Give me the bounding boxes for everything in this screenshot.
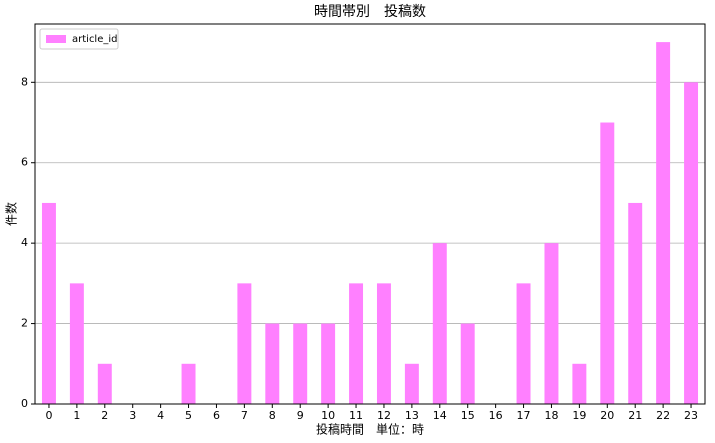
x-tick-label: 23 <box>684 409 698 422</box>
y-tick-label: 0 <box>21 397 28 410</box>
x-tick-label: 17 <box>517 409 531 422</box>
bar <box>656 42 671 404</box>
x-tick-label: 16 <box>489 409 503 422</box>
y-tick-label: 8 <box>21 75 28 88</box>
y-tick-label: 2 <box>21 317 28 330</box>
x-axis-label: 投稿時間 単位：時 <box>316 422 424 437</box>
x-tick-label: 12 <box>377 409 391 422</box>
plot-frame <box>34 23 706 405</box>
y-tick-label: 6 <box>21 156 28 169</box>
bar <box>321 323 336 404</box>
bar <box>41 202 56 404</box>
x-tick-label: 7 <box>241 409 248 422</box>
x-tick-label: 6 <box>213 409 220 422</box>
x-tick-label: 13 <box>405 409 419 422</box>
bar <box>97 363 112 404</box>
x-tick-label: 0 <box>45 409 52 422</box>
legend-box <box>39 28 119 50</box>
bar <box>181 363 196 404</box>
x-tick-label: 14 <box>433 409 447 422</box>
bar <box>516 283 531 404</box>
x-tick-label: 10 <box>321 409 335 422</box>
legend-label: article_id <box>72 34 118 45</box>
x-tick-label: 8 <box>269 409 276 422</box>
bar <box>265 323 280 404</box>
x-tick-label: 5 <box>185 409 192 422</box>
x-tick-label: 11 <box>349 409 363 422</box>
x-tick-label: 15 <box>461 409 475 422</box>
bar <box>376 283 391 404</box>
x-tick-label: 20 <box>600 409 614 422</box>
x-tick-label: 3 <box>129 409 136 422</box>
bar <box>237 283 252 404</box>
bar <box>69 283 84 404</box>
x-tick-label: 1 <box>73 409 80 422</box>
y-axis-label: 件数 <box>4 202 19 226</box>
bar <box>432 243 447 404</box>
bar <box>544 243 559 404</box>
x-tick-label: 9 <box>297 409 304 422</box>
bar <box>572 363 587 404</box>
legend-swatch <box>46 35 66 43</box>
bar <box>600 122 615 404</box>
x-tick-label: 19 <box>572 409 586 422</box>
bar <box>404 363 419 404</box>
bar <box>684 82 699 404</box>
x-tick-label: 18 <box>544 409 558 422</box>
x-tick-label: 4 <box>157 409 164 422</box>
x-tick-label: 22 <box>656 409 670 422</box>
bar <box>293 323 308 404</box>
bar <box>628 202 643 404</box>
y-tick-label: 4 <box>21 236 28 249</box>
x-tick-label: 21 <box>628 409 642 422</box>
chart-title: 時間帯別 投稿数 <box>314 4 426 20</box>
bar <box>349 283 364 404</box>
bar <box>460 323 475 404</box>
x-tick-label: 2 <box>101 409 108 422</box>
